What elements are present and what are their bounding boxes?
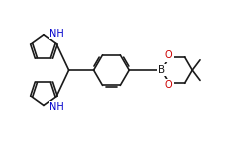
Text: O: O xyxy=(165,50,172,60)
Text: NH: NH xyxy=(49,28,64,39)
Text: O: O xyxy=(165,80,172,90)
Text: B: B xyxy=(158,65,165,75)
Text: NH: NH xyxy=(49,102,64,112)
